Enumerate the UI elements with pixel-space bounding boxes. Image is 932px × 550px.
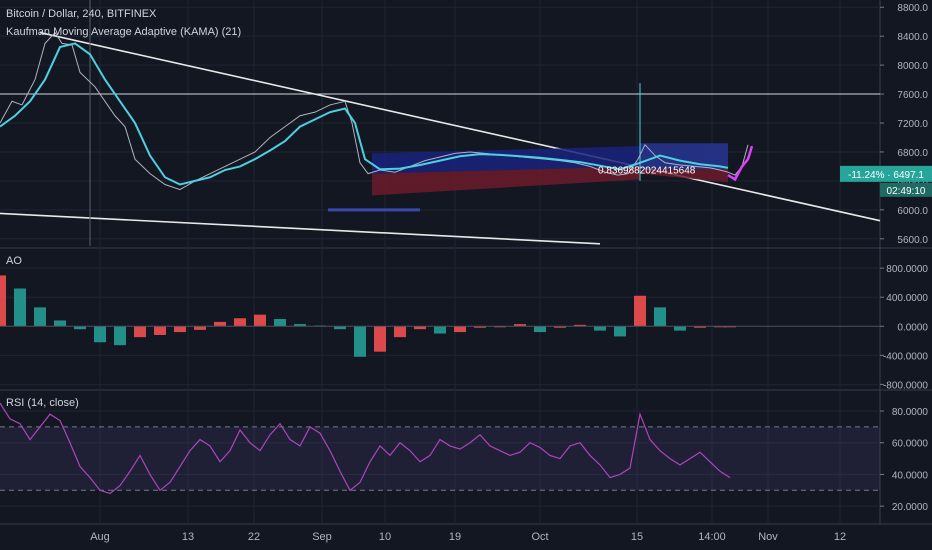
x-tick-label: Nov [758,531,778,543]
ao-bar [674,326,686,331]
ao-bar [634,295,646,327]
ao-bar [14,288,26,327]
channel-lower-box-2 [640,169,728,183]
ao-bar [374,326,386,352]
y-tick-label: 8800.0 [897,3,928,14]
ao-pane [0,275,880,357]
lower-trendline [0,212,601,245]
ao-bar [614,326,626,337]
y-tick-label: 800.0000 [886,264,928,275]
y-tick-label: 400.0000 [886,293,928,304]
y-tick-label: 7200.0 [897,119,928,130]
grid-lines [0,0,932,525]
ao-bar [414,326,426,330]
y-tick-label: 20.0000 [892,502,929,513]
ao-bar [574,324,586,327]
channel-lower-box [372,166,640,196]
price-tag-text: -11.24% · 6497.1 [848,170,924,181]
ao-bar [474,326,486,328]
ao-title: AO [6,255,22,267]
y-tick-label: -800.0000 [883,380,928,391]
ao-bar [94,326,106,343]
ao-bar [454,326,466,333]
y-tick-label: 40.0000 [892,470,929,481]
forecast-line [727,145,754,182]
rsi-title: RSI (14, close) [6,397,79,409]
channel-upper-box [372,146,640,174]
ao-bar [294,324,306,327]
x-tick-label: 10 [379,531,391,543]
ao-bar [214,321,226,327]
price-line [0,31,749,191]
ao-bar [134,326,146,338]
kama-line [0,42,729,186]
y-tick-label: 8000.0 [897,61,928,72]
ao-bar [334,326,346,330]
ao-bar [254,314,266,327]
rsi-line [0,402,731,495]
x-tick-label: Aug [90,531,110,543]
price-tag-box [840,165,932,182]
ao-bar [34,307,46,327]
rsi-band [0,426,880,491]
x-tick-label: 19 [449,531,461,543]
ao-bar [654,307,666,327]
channel-upper-box-2 [640,143,728,170]
ao-bar [354,326,366,357]
y-tick-label: 5600.0 [897,235,928,246]
y-tick-label: 6400.0 [897,177,928,188]
price-pane: 0.8369882024415648 [0,0,881,246]
fib-ratio-label: 0.8369882024415648 [598,165,696,176]
ao-bar [54,320,66,327]
ao-bar [694,326,706,328]
ao-bar [394,326,406,338]
x-tick-label: 13 [182,531,194,543]
y-tick-label: 80.0000 [892,407,929,418]
ao-bar [434,326,446,334]
x-tick-label: 15 [631,531,643,543]
x-tick-label: Oct [531,531,548,543]
ao-bar [514,324,526,327]
ao-bar [0,275,6,327]
ao-bar [554,326,566,328]
ao-bar [594,326,606,331]
ao-bar [114,326,126,346]
chart-title: Bitcoin / Dollar, 240, BITFINEX [6,8,157,20]
countdown-text: 02:49:10 [887,186,926,197]
y-tick-label: 60.0000 [892,439,929,450]
x-tick-label: 22 [248,531,260,543]
y-tick-label: 6800.0 [897,148,928,159]
y-tick-label: 6000.0 [897,206,928,217]
ao-bar [154,326,166,335]
ao-bar [194,326,206,330]
indicator-label: Kaufman Moving Average Adaptive (KAMA) (… [6,26,241,38]
x-tick-label: 14:00 [698,531,726,543]
ao-bar [534,326,546,333]
y-tick-label: -400.0000 [883,351,928,362]
x-tick-label: Sep [312,531,332,543]
price-axes: Aug 13 22 Sep 10 19 Oct 15 14:00 Nov 12 8800.0 8400.… [90,3,932,543]
rsi-pane [0,402,880,495]
y-tick-label: 8400.0 [897,32,928,43]
ao-bar [74,326,86,330]
descending-trendline [39,31,881,222]
ao-bar [234,318,246,327]
ao-bar [274,319,286,327]
x-tick-label: 12 [834,531,846,543]
countdown-box [880,182,932,197]
y-tick-label: 0.0000 [897,322,928,333]
ao-bar [174,326,186,333]
y-tick-label: 7600.0 [897,90,928,101]
